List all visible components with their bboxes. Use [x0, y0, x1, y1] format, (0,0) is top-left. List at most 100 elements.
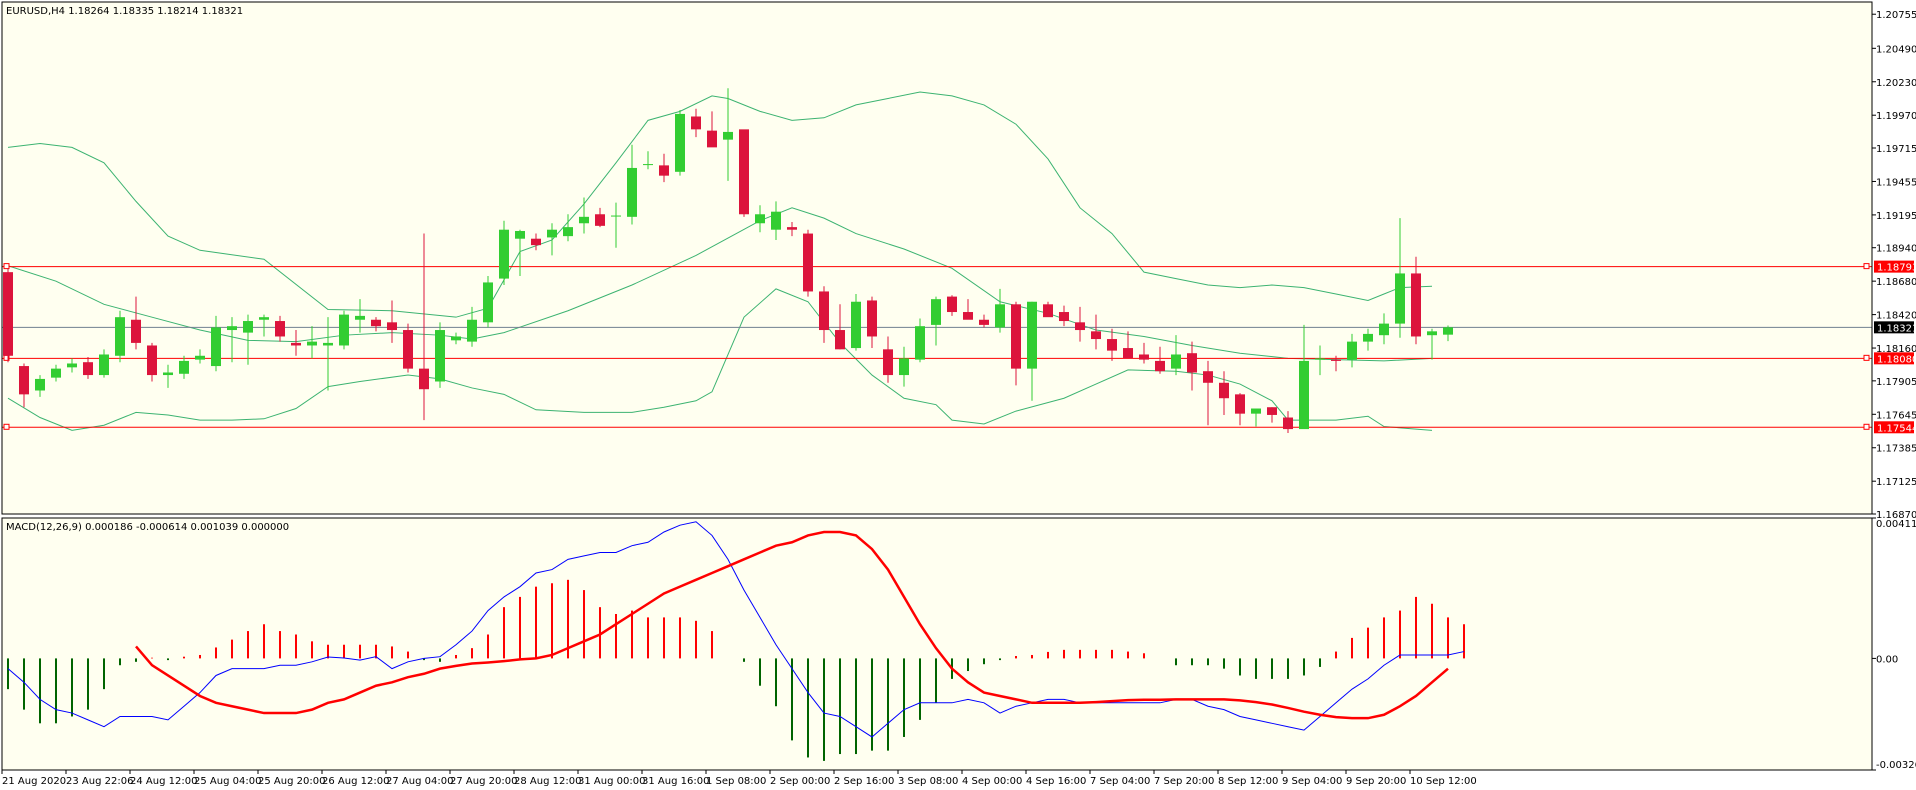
bull-candle — [259, 317, 269, 320]
bear-candle — [403, 330, 413, 369]
time-tick-label: 2 Sep 16:00 — [834, 776, 894, 787]
bear-candle — [787, 227, 797, 230]
price-tick-label: 1.18680 — [1876, 277, 1916, 288]
bull-candle — [35, 378, 45, 391]
bear-candle — [659, 165, 669, 176]
time-tick-label: 3 Sep 08:00 — [898, 776, 958, 787]
main-chart-background — [2, 2, 1872, 514]
bear-candle — [1267, 407, 1277, 415]
bull-candle — [675, 113, 685, 172]
level-price-label: 1.18793 — [1877, 263, 1916, 274]
bear-candle — [947, 296, 957, 313]
bear-candle — [1235, 394, 1245, 414]
bear-candle — [1075, 322, 1085, 331]
bear-candle — [1203, 371, 1213, 383]
bull-candle — [627, 167, 637, 217]
time-tick-label: 7 Sep 20:00 — [1154, 776, 1214, 787]
bull-candle — [499, 229, 509, 279]
bull-candle — [339, 314, 349, 346]
bull-candle — [99, 354, 109, 376]
bear-candle — [803, 233, 813, 292]
price-tick-label: 1.20490 — [1876, 44, 1916, 55]
macd-background — [2, 518, 1872, 770]
bull-candle — [467, 319, 477, 342]
macd-layer — [7, 521, 1465, 761]
bull-candle — [547, 229, 557, 238]
bear-candle — [83, 362, 93, 376]
time-tick-label: 7 Sep 04:00 — [1090, 776, 1150, 787]
price-tick-label: 1.18940 — [1876, 244, 1916, 255]
time-tick-label: 28 Aug 12:00 — [514, 776, 581, 787]
bear-candle — [1059, 312, 1069, 322]
bull-candle — [1027, 301, 1037, 369]
bull-candle — [435, 330, 445, 382]
time-tick-label: 31 Aug 00:00 — [578, 776, 645, 787]
bull-candle — [67, 363, 77, 368]
bear-candle — [819, 291, 829, 331]
symbol-title: EURUSD,H4 1.18264 1.18335 1.18214 1.1832… — [6, 6, 243, 17]
bull-candle — [643, 164, 653, 166]
bear-candle — [275, 321, 285, 337]
bull-candle — [563, 227, 573, 237]
bull-candle — [115, 317, 125, 356]
price-tick-label: 1.20230 — [1876, 78, 1916, 89]
macd-tick-label: 0.00411 — [1876, 519, 1916, 530]
bull-candle — [227, 326, 237, 331]
bull-candle — [1363, 333, 1373, 342]
bear-candle — [3, 272, 13, 356]
macd-line — [7, 521, 1465, 738]
level-price-label: 1.17544 — [1877, 423, 1916, 434]
bull-candle — [307, 341, 317, 346]
bull-candle — [1427, 331, 1437, 336]
price-tick-label: 1.19715 — [1876, 144, 1916, 155]
signal-line — [135, 530, 1449, 720]
time-tick-label: 24 Aug 12:00 — [130, 776, 197, 787]
bear-candle — [835, 330, 845, 350]
bear-candle — [387, 322, 397, 331]
bull-candle — [851, 301, 861, 349]
bear-candle — [1107, 339, 1117, 351]
bear-candle — [1091, 331, 1101, 340]
main-chart-frame — [1, 1, 1873, 515]
bull-candle — [899, 358, 909, 376]
bull-candle — [1347, 341, 1357, 360]
bull-candle — [755, 214, 765, 224]
current-price-label: 1.18321 — [1877, 323, 1916, 334]
level-anchor-right — [1863, 263, 1870, 270]
price-axis: 1.20755 1.20490 1.20230 1.19970 1.19715 1.194… — [1872, 10, 1916, 521]
bear-candle — [419, 368, 429, 390]
time-tick-label: 9 Sep 20:00 — [1346, 776, 1406, 787]
bear-candle — [595, 214, 605, 226]
bear-candle — [147, 345, 157, 376]
bollinger-upper-line — [7, 91, 1433, 318]
time-tick-label: 27 Aug 04:00 — [386, 776, 453, 787]
time-tick-label: 21 Aug 2020 — [2, 776, 66, 787]
level-anchor-right — [1863, 423, 1870, 430]
bull-candle — [1395, 273, 1405, 324]
bear-candle — [19, 366, 29, 395]
bull-candle — [515, 230, 525, 239]
time-tick-label: 25 Aug 04:00 — [194, 776, 261, 787]
level-price-label: 1.18080 — [1877, 354, 1916, 365]
bull-candle — [579, 216, 589, 224]
bear-candle — [867, 300, 877, 337]
level-price-tag — [1874, 421, 1914, 434]
bull-candle — [931, 299, 941, 325]
level-anchor-left — [3, 423, 10, 430]
price-tick-label: 1.16870 — [1876, 510, 1916, 521]
level-price-tag — [1874, 352, 1914, 365]
price-tick-label: 1.19455 — [1876, 177, 1916, 188]
price-tick-label: 1.19970 — [1876, 111, 1916, 122]
time-tick-label: 1 Sep 08:00 — [706, 776, 766, 787]
bear-candle — [691, 116, 701, 130]
bull-candle — [1379, 323, 1389, 336]
bear-candle — [707, 130, 717, 148]
macd-tick-label: 0.00 — [1876, 654, 1898, 665]
bull-candle — [1315, 358, 1325, 360]
time-tick-label: 2 Sep 00:00 — [770, 776, 830, 787]
bear-candle — [371, 319, 381, 327]
price-tick-label: 1.17385 — [1876, 444, 1916, 455]
time-tick-label: 4 Sep 00:00 — [962, 776, 1022, 787]
bear-candle — [1043, 304, 1053, 318]
